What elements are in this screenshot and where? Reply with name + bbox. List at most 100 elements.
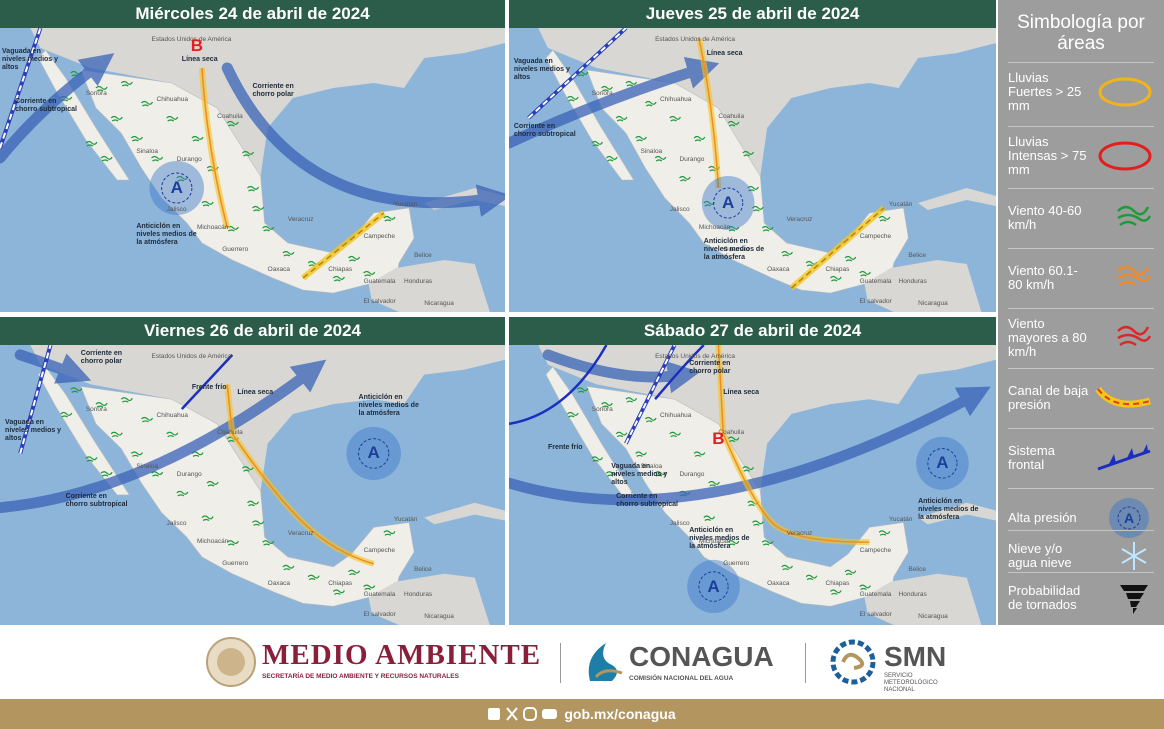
separator <box>805 643 806 683</box>
semarnat-name: MEDIO AMBIENTE <box>262 639 542 671</box>
map: Estados Unidos de América Sonora Chihuahua… <box>0 345 505 625</box>
place-label: Guerrero <box>723 559 750 567</box>
place-label: Durango <box>679 471 705 479</box>
place-label: Nicaragua <box>424 613 454 621</box>
wind <box>282 250 295 257</box>
annotation: Línea seca <box>181 56 218 63</box>
place-label: Guerrero <box>222 559 249 567</box>
smn-name: SMN <box>884 641 947 672</box>
place-label: Sinaloa <box>640 148 663 155</box>
wind <box>844 255 857 262</box>
place-label: Durango <box>176 471 202 479</box>
wind <box>383 215 396 222</box>
wind <box>830 589 842 595</box>
place-label: Oaxaca <box>767 266 790 273</box>
cold-front <box>509 345 608 426</box>
place-label: Oaxaca <box>267 579 291 587</box>
wind <box>844 569 857 576</box>
footer: MEDIO AMBIENTE SECRETARÍA DE MEDIO AMBIE… <box>0 625 1164 699</box>
icon <box>1097 443 1151 470</box>
wind <box>60 411 73 418</box>
place-label: Nicaragua <box>918 300 948 307</box>
land <box>527 28 996 312</box>
icon: A <box>1109 497 1149 538</box>
wind <box>130 451 143 457</box>
cold-front <box>180 354 234 410</box>
wind <box>176 175 189 182</box>
place-label: El salvador <box>859 611 892 619</box>
pressure-marker: B <box>190 36 204 55</box>
map-drawing <box>0 28 505 312</box>
legend-item: Viento 40-60 km/h <box>1008 188 1154 246</box>
wind <box>100 155 113 162</box>
wind <box>742 466 754 472</box>
annotation: Vaguada en niveles medios y altos <box>2 48 59 71</box>
legend-item: Sistema frontal <box>1008 428 1154 486</box>
semarnat-sub: SECRETARÍA DE MEDIO AMBIENTE Y RECURSOS … <box>262 673 459 680</box>
wind <box>85 456 98 462</box>
icon <box>1121 541 1147 570</box>
annotation: Línea seca <box>237 389 274 397</box>
place-label: Nicaragua <box>918 613 948 621</box>
wind <box>262 540 275 546</box>
wind <box>576 387 589 393</box>
place-label: Campeche <box>363 547 396 555</box>
wind <box>591 140 604 147</box>
legend-item: Canal de baja presión <box>1008 368 1154 426</box>
place-label: Michoacán <box>196 538 229 546</box>
place-label: El salvador <box>363 611 396 619</box>
seal <box>206 637 256 687</box>
wind <box>605 471 618 477</box>
conagua-name: CONAGUA <box>629 641 774 672</box>
wind <box>307 574 320 581</box>
legend-item: Probabilidad de tornados <box>1008 572 1154 622</box>
annotation: Anticiclón en niveles medios de la atmós… <box>689 527 750 551</box>
annotation: Vaguada en niveles medios y altos <box>611 463 668 487</box>
wind <box>747 185 759 192</box>
wind <box>151 155 164 162</box>
low-trough <box>302 212 385 279</box>
wind <box>615 115 628 122</box>
legend-label: Alta presión <box>1008 509 1077 525</box>
place-label: Estados Unidos de América <box>655 352 735 360</box>
wind <box>708 480 720 487</box>
legend-title: Simbología por áreas <box>1017 12 1145 54</box>
annotation: Corriente en chorro subtropical <box>65 492 128 508</box>
wind <box>282 564 295 571</box>
icon <box>1095 386 1151 407</box>
jet-stream <box>509 386 991 506</box>
legend: Simbología por áreas Lluvias Fuertes > 2… <box>998 0 1164 625</box>
wind <box>878 530 891 536</box>
legend-item: Alta presión A <box>1008 488 1154 546</box>
wind <box>252 205 265 212</box>
place-label: Honduras <box>898 278 927 285</box>
annotation: Anticiclón en niveles medios de la atmós… <box>136 223 197 246</box>
wind <box>383 530 396 536</box>
pressure-marker: A <box>707 576 720 596</box>
wind <box>601 402 613 408</box>
place-label: Sonora <box>85 406 107 414</box>
wind <box>761 540 774 546</box>
wind <box>567 95 579 102</box>
map: Estados Unidos de América Sonora Chihuahua… <box>0 28 505 312</box>
wind <box>805 574 818 581</box>
place-label: Chiapas <box>328 266 353 273</box>
wind <box>130 135 143 142</box>
wind <box>669 115 681 122</box>
panel: Miércoles 24 de abril de 2024 Estados Uni… <box>0 0 505 312</box>
place-label: Jalisco <box>669 520 690 528</box>
place-label: Veracruz <box>786 216 813 223</box>
wind <box>110 431 123 438</box>
wind <box>348 255 361 262</box>
wind <box>591 456 604 462</box>
wind <box>140 416 154 423</box>
place-label: Campeche <box>859 233 892 240</box>
icon <box>1117 265 1152 286</box>
panel-title: Sábado 27 de abril de 2024 <box>509 317 996 345</box>
wind <box>742 150 754 157</box>
dry-line <box>226 384 374 565</box>
place-label: Guerrero <box>222 246 249 253</box>
place-label: Belice <box>908 252 927 259</box>
jet-stream <box>0 359 327 514</box>
wind <box>781 564 793 571</box>
